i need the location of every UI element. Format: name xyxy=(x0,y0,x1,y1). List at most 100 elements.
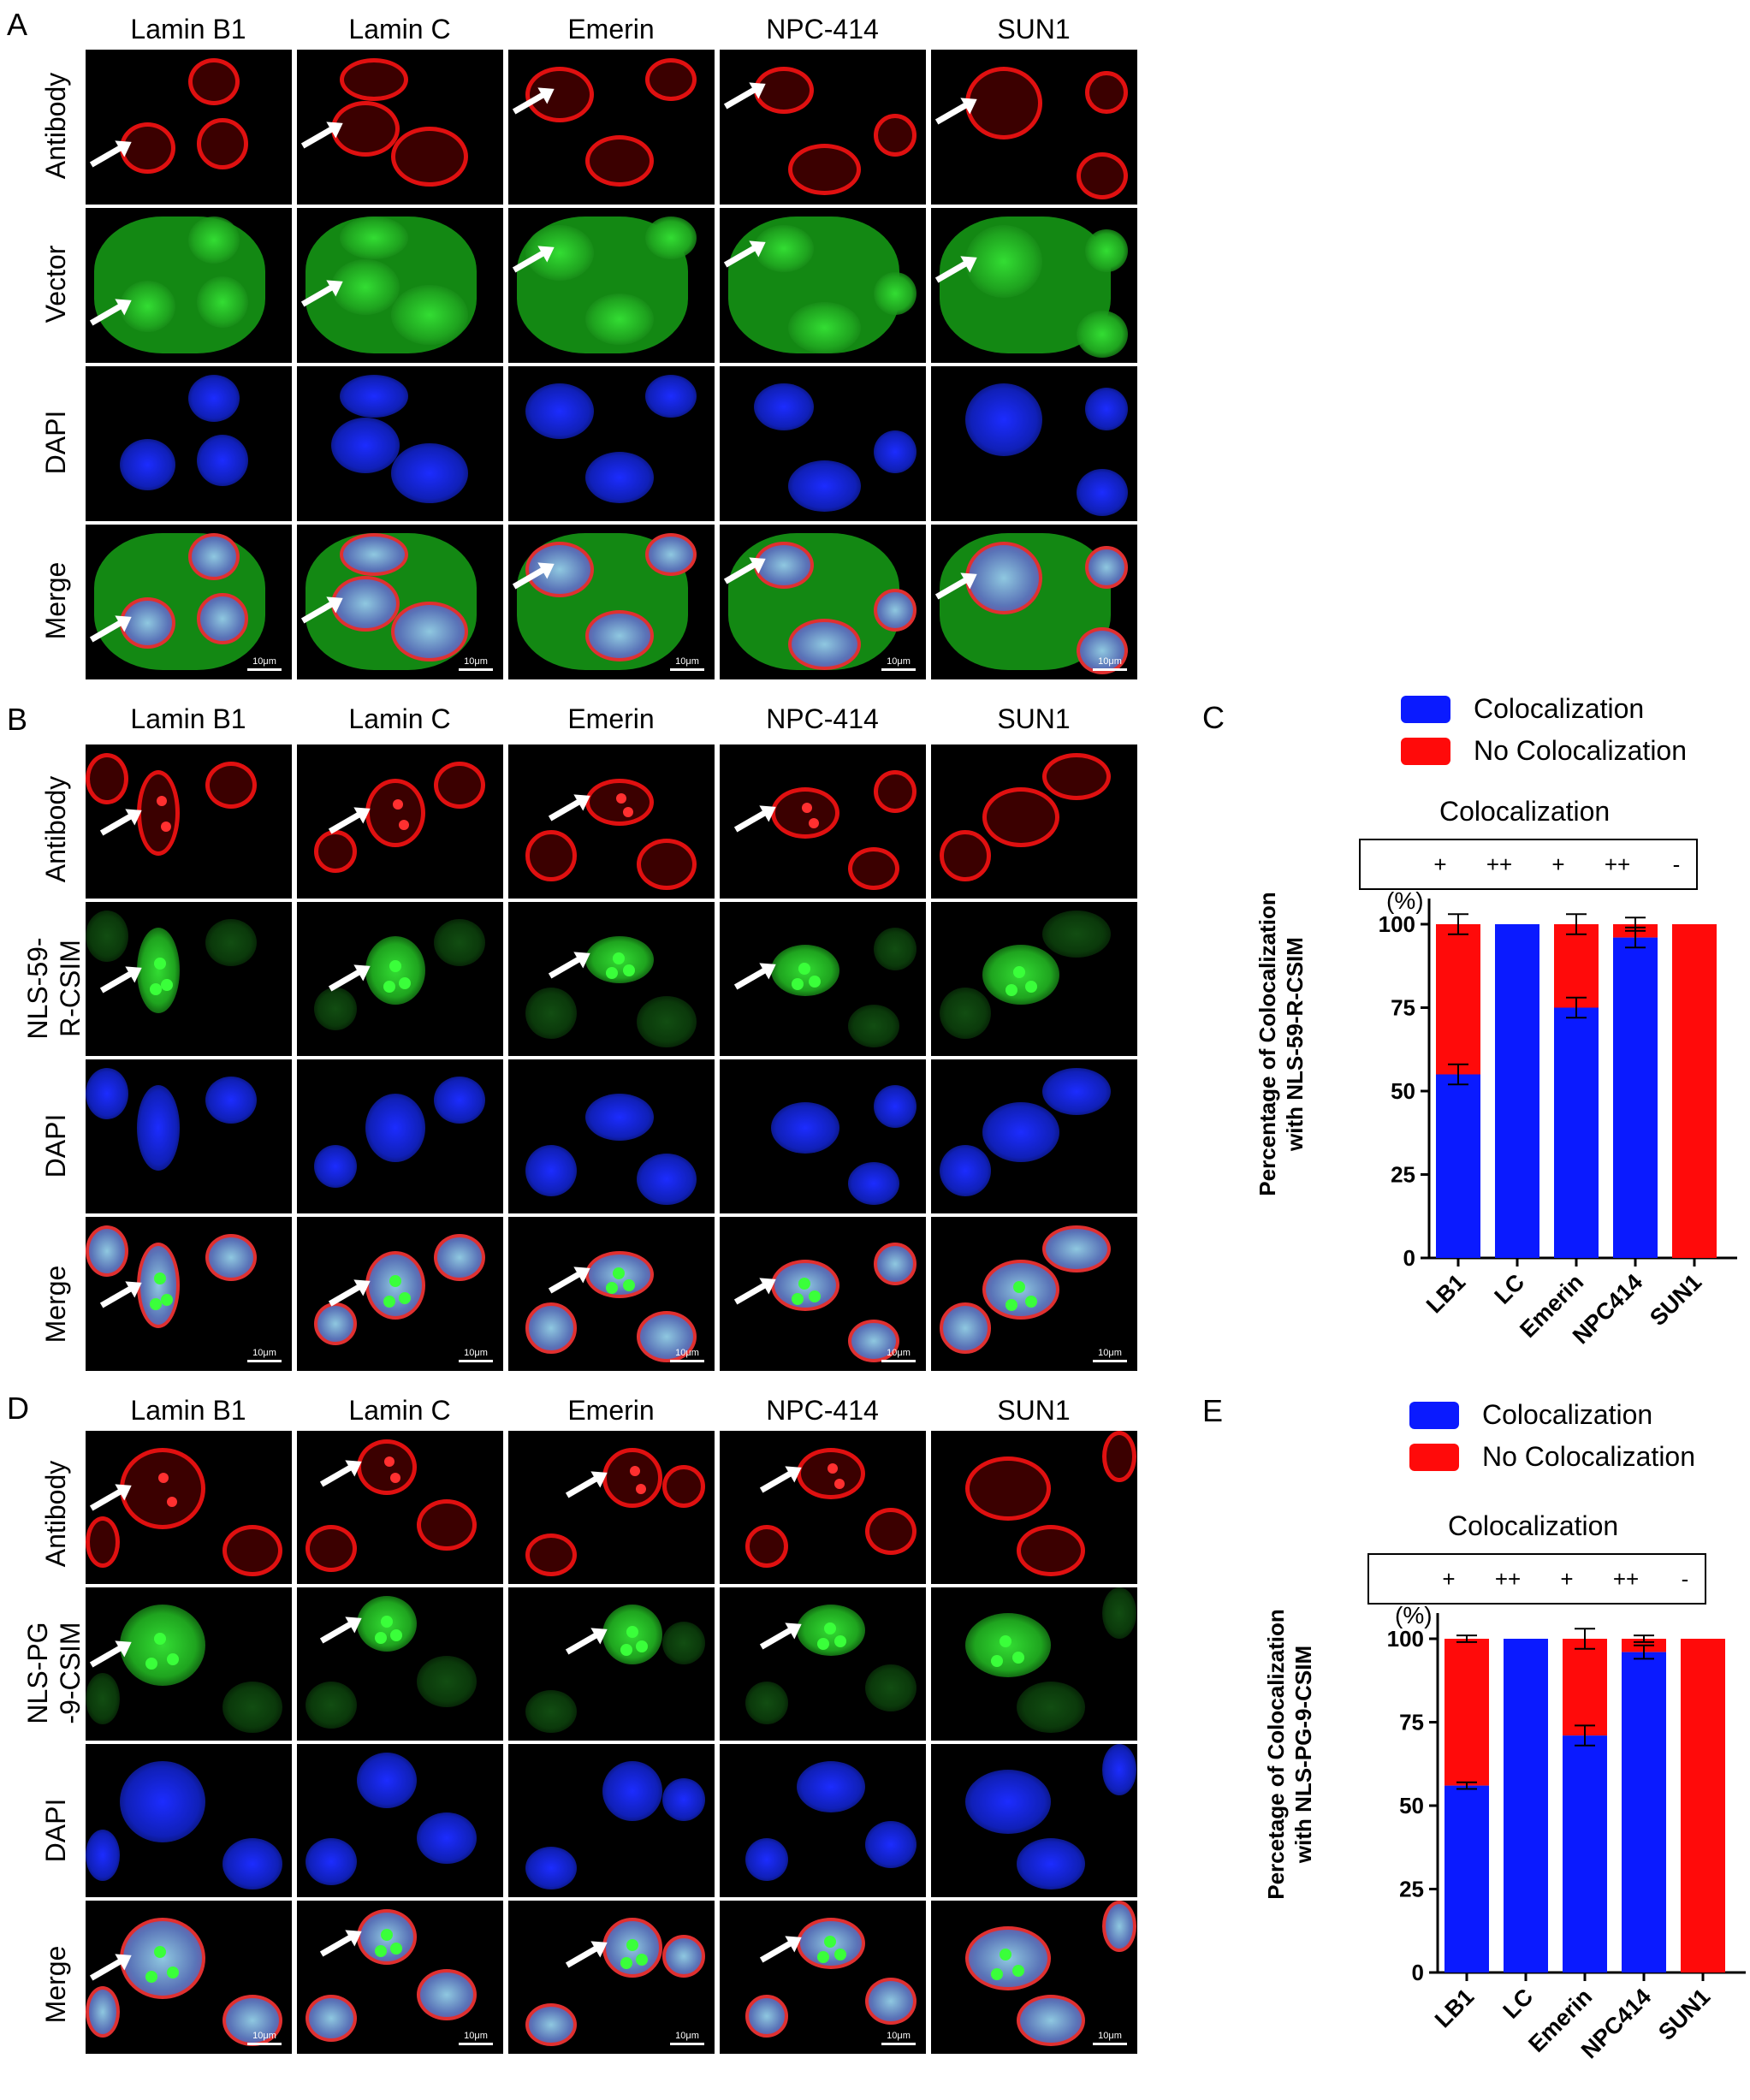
foci-dot xyxy=(809,976,821,988)
foci-dot xyxy=(817,1638,829,1650)
cell-nucleus xyxy=(874,928,917,970)
cell-nucleus xyxy=(525,1690,577,1733)
chart-e-coloc-sym-emerin: + xyxy=(1560,1566,1574,1592)
white-arrow-icon xyxy=(319,1464,353,1487)
cell-nucleus xyxy=(86,1986,120,2038)
chart-e-legend-swatch-nocoloc xyxy=(1409,1444,1459,1471)
cell-nucleus xyxy=(120,1761,205,1842)
bar-colocalization xyxy=(1613,937,1658,1258)
cell-nucleus xyxy=(340,217,408,259)
cell-nucleus xyxy=(585,610,654,661)
foci-dot xyxy=(798,963,810,975)
panel-b-image-r3-c3 xyxy=(508,1059,715,1213)
cell-nucleus xyxy=(848,1162,899,1205)
panel-b-image-r4-c2: 10μm xyxy=(297,1217,503,1371)
cell-nucleus xyxy=(306,1682,357,1729)
cell-nucleus xyxy=(848,1320,899,1362)
cell-nucleus xyxy=(417,1656,477,1707)
foci-dot xyxy=(1000,1635,1011,1648)
panel-a-image-r1-c2 xyxy=(297,50,503,205)
cell-nucleus xyxy=(391,285,468,345)
panel-d-image-r2-c3 xyxy=(508,1587,715,1741)
panel-b-image-r1-c4 xyxy=(720,744,926,899)
cell-nucleus xyxy=(314,830,357,873)
panel-a-col-sun1: SUN1 xyxy=(997,14,1071,44)
foci-dot xyxy=(824,1936,836,1948)
chart-c-legend-label-coloc: Colocalization xyxy=(1474,693,1645,724)
cell-nucleus xyxy=(874,430,917,473)
cell-nucleus xyxy=(86,753,128,804)
foci-dot xyxy=(817,1951,829,1963)
chart-c-coloc-sym-npc414: ++ xyxy=(1604,851,1631,877)
scale-bar-label: 10μm xyxy=(887,656,911,667)
foci-dot xyxy=(167,1967,179,1978)
cell-nucleus xyxy=(434,1077,485,1124)
white-arrow-icon xyxy=(319,1934,353,1957)
cell-nucleus xyxy=(874,272,917,315)
scale-bar-label: 10μm xyxy=(1098,2031,1122,2041)
y-tick-label: 75 xyxy=(1399,1710,1424,1735)
chart-e-coloc-sym-lb1: + xyxy=(1442,1566,1456,1592)
cell-nucleus xyxy=(340,533,408,576)
panel-b-col-lamin-c: Lamin C xyxy=(348,703,451,734)
panel-b-image-r2-c4 xyxy=(720,902,926,1056)
foci-dot xyxy=(1024,1296,1037,1308)
foci-dot xyxy=(623,1279,635,1291)
cell-nucleus xyxy=(602,1448,662,1508)
cell-nucleus xyxy=(745,1995,788,2038)
scale-bar-label: 10μm xyxy=(252,2031,276,2041)
white-arrow-icon xyxy=(565,1945,599,1968)
foci-dot xyxy=(398,977,411,989)
chart-e-legend-label-nocoloc: No Colocalization xyxy=(1482,1441,1696,1472)
cell-nucleus xyxy=(1042,911,1111,958)
white-arrow-icon xyxy=(89,1958,123,1981)
foci-dot xyxy=(802,803,812,813)
chart-e-coloc-sym-sun1: - xyxy=(1681,1566,1689,1592)
chart-e-coloc-title: Colocalization xyxy=(1448,1510,1619,1541)
cell-nucleus xyxy=(940,1302,991,1354)
foci-dot xyxy=(1012,1965,1024,1977)
x-tick-label: LC xyxy=(1490,1269,1530,1309)
panel-a-image-r4-c5: 10μm xyxy=(931,525,1137,679)
scale-bar-label: 10μm xyxy=(1098,656,1122,667)
cell-nucleus xyxy=(314,1145,357,1188)
panel-a-image-r3-c2 xyxy=(297,366,503,521)
cell-nucleus xyxy=(585,1094,654,1141)
panel-b-image-r3-c2 xyxy=(297,1059,503,1213)
cell-nucleus xyxy=(1085,229,1128,272)
x-tick-label: SUN1 xyxy=(1653,1984,1715,2045)
foci-dot xyxy=(1024,981,1037,993)
cell-nucleus xyxy=(340,375,408,418)
panel-d-col-npc-414: NPC-414 xyxy=(766,1395,879,1426)
foci-dot xyxy=(620,1643,632,1656)
panel-d-image-r4-c1: 10μm xyxy=(86,1901,292,2054)
cell-nucleus xyxy=(525,830,577,881)
panel-a-image-r2-c4 xyxy=(720,208,926,363)
white-arrow-icon xyxy=(548,1271,582,1294)
cell-nucleus xyxy=(365,1251,425,1320)
cell-nucleus xyxy=(391,602,468,661)
cell-nucleus xyxy=(197,276,248,328)
panel-b-row-dapi: DAPI xyxy=(40,1113,71,1178)
bar-colocalization xyxy=(1622,1652,1666,1972)
x-tick-label: LB1 xyxy=(1430,1984,1479,2032)
white-arrow-icon xyxy=(723,86,757,110)
cell-nucleus xyxy=(745,1525,788,1568)
panel-d-image-r3-c5 xyxy=(931,1744,1137,1897)
cell-nucleus xyxy=(525,1302,577,1354)
cell-nucleus xyxy=(417,1812,477,1864)
cell-nucleus xyxy=(637,839,697,890)
y-tick-label: 50 xyxy=(1399,1793,1424,1818)
foci-dot xyxy=(635,1954,648,1966)
cell-nucleus xyxy=(1042,1068,1111,1115)
panel-b-row-nls-59-r-csim: NLS-59- R-CSIM xyxy=(22,937,86,1040)
white-arrow-icon xyxy=(89,1488,123,1511)
chart-e-legend-label-coloc: Colocalization xyxy=(1482,1399,1653,1430)
panel-b-image-r4-c5: 10μm xyxy=(931,1217,1137,1371)
cell-nucleus xyxy=(1017,1838,1085,1889)
cell-nucleus xyxy=(357,1753,417,1808)
panel-d-col-lamin-b1: Lamin B1 xyxy=(130,1395,246,1426)
foci-dot xyxy=(383,1456,394,1467)
panel-d-image-r2-c1 xyxy=(86,1587,292,1741)
cell-nucleus xyxy=(525,1847,577,1889)
